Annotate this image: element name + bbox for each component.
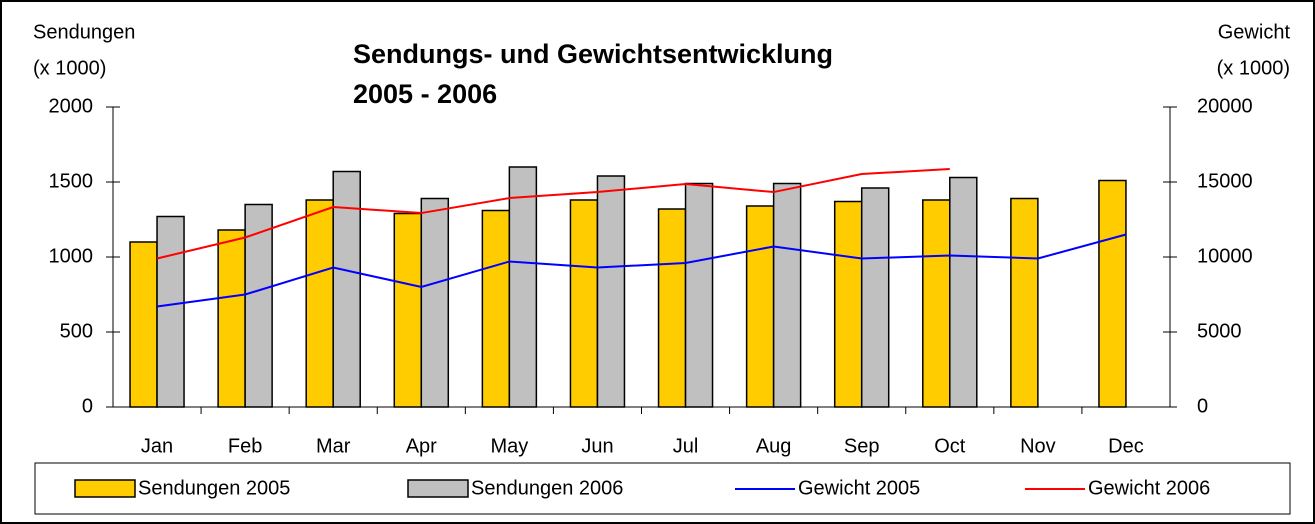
x-tick-label: Nov [1020, 435, 1056, 457]
bar [596, 175, 626, 408]
bar [657, 208, 687, 408]
x-tick-label: Oct [934, 435, 966, 457]
y2-tick-label: 5000 [1197, 320, 1242, 342]
bar [569, 199, 599, 408]
bar [332, 170, 361, 408]
legend-swatch [74, 479, 136, 498]
chart-title: 2005 - 2006 [353, 79, 497, 109]
y-tick-label: 0 [82, 395, 93, 417]
bar [745, 205, 775, 408]
y2-axis-label: (x 1000) [1217, 57, 1290, 79]
bar [481, 209, 511, 408]
bar [508, 166, 538, 408]
chart-title: Sendungs- und Gewichtsentwicklung [353, 39, 833, 69]
bar [772, 182, 802, 408]
legend-label: Gewicht 2005 [798, 477, 920, 499]
x-tick-label: Jun [581, 435, 613, 457]
x-tick-label: May [490, 435, 528, 457]
y2-tick-label: 15000 [1197, 170, 1253, 192]
y-tick-label: 1500 [49, 170, 94, 192]
bar [922, 199, 951, 408]
y2-axis-label: Gewicht [1218, 21, 1291, 43]
y-axis-label: Sendungen [33, 21, 135, 43]
x-tick-label: Aug [756, 435, 792, 457]
bar [1098, 179, 1127, 408]
bar [156, 215, 185, 408]
x-tick-label: Apr [406, 435, 437, 457]
x-tick-label: Mar [316, 435, 351, 457]
bar [393, 212, 423, 408]
legend-swatch [407, 479, 469, 498]
bar [684, 182, 714, 408]
bar [1010, 197, 1039, 408]
y-tick-label: 2000 [49, 95, 94, 117]
bar [244, 203, 273, 408]
legend-label: Sendungen 2006 [471, 477, 623, 499]
x-tick-label: Jan [141, 435, 173, 457]
y2-tick-label: 0 [1197, 395, 1208, 417]
x-tick-label: Feb [228, 435, 262, 457]
x-tick-label: Dec [1108, 435, 1144, 457]
bar [217, 229, 246, 408]
legend-label: Gewicht 2006 [1088, 477, 1210, 499]
bar [860, 187, 890, 408]
y2-tick-label: 10000 [1197, 245, 1253, 267]
bar [949, 176, 978, 408]
bar [305, 199, 334, 408]
y-axis-label: (x 1000) [33, 57, 106, 79]
bar [129, 241, 158, 408]
x-tick-label: Jul [673, 435, 699, 457]
line [156, 167, 950, 260]
y-tick-label: 500 [60, 320, 93, 342]
y2-tick-label: 20000 [1197, 95, 1253, 117]
y-tick-label: 1000 [49, 245, 94, 267]
line [156, 233, 1127, 308]
x-tick-label: Sep [844, 435, 880, 457]
legend-label: Sendungen 2005 [138, 477, 290, 499]
bar [420, 197, 450, 408]
bar [833, 200, 863, 408]
